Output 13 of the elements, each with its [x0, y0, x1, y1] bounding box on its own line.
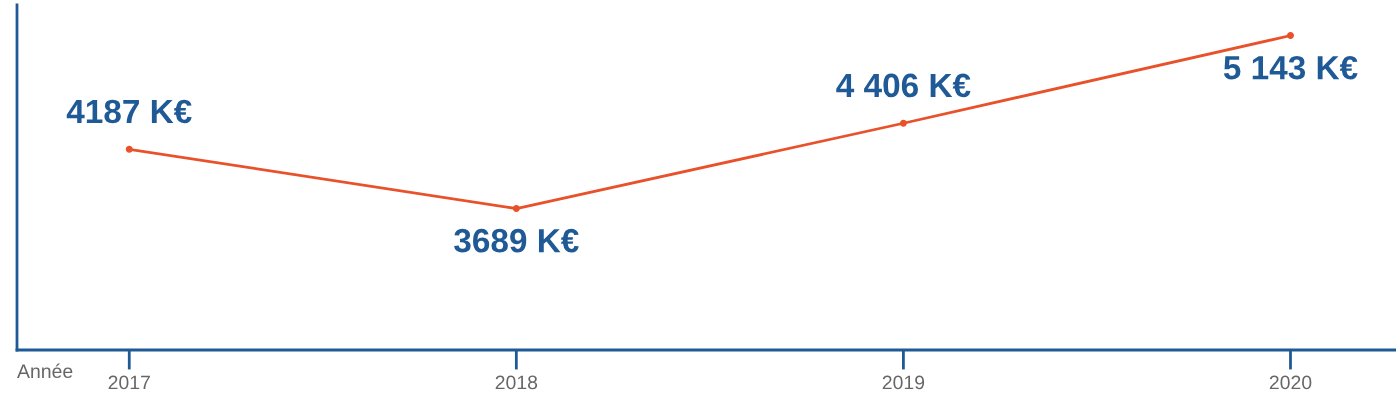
- data-label: 3689 K€: [454, 228, 579, 253]
- data-label: 4 406 K€: [836, 73, 971, 98]
- point: [899, 119, 907, 127]
- point: [512, 205, 520, 213]
- x-axis-title: Année: [17, 363, 73, 379]
- x-tick-label: 2017: [108, 375, 150, 390]
- point: [125, 145, 133, 153]
- x-tick-label: 2020: [1269, 375, 1312, 390]
- x-tick-label: 2018: [495, 375, 538, 390]
- data-label: 5 143 K€: [1223, 55, 1358, 80]
- x-tick-label: 2019: [882, 375, 925, 390]
- data-label: 4187 K€: [66, 99, 192, 124]
- point: [1287, 32, 1294, 40]
